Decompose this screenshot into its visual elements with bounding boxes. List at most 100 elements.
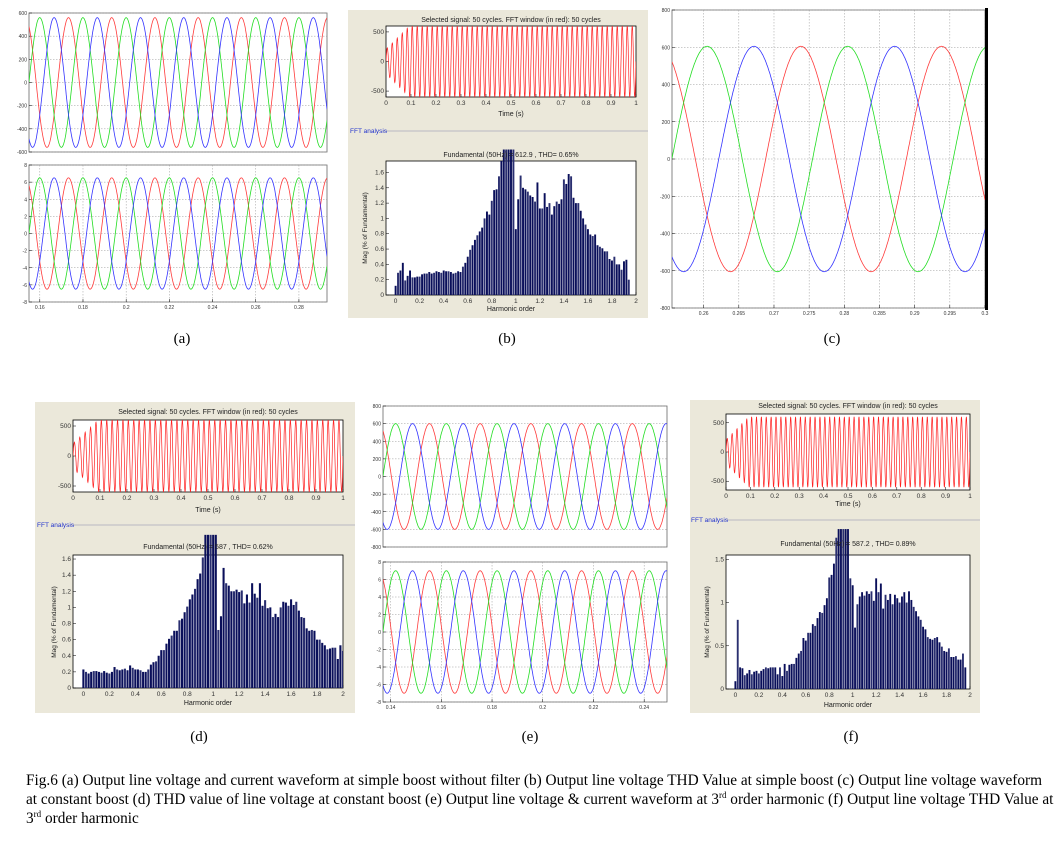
fft-bar [534,201,536,295]
fft-bar [898,602,901,689]
fft-bar [394,285,397,295]
y-tick-label: 1 [67,604,71,611]
x-tick-label: 0.24 [639,705,649,711]
y-tick-label: 800 [373,404,382,410]
e_voltage-chart: 800 600 400 200 0 -200 -400 -600 -800 [371,404,668,551]
fft-bar [828,577,831,689]
y-tick-label: -4 [23,266,28,272]
d-fft-title: Fundamental (50Hz) = 587 , THD= 0.62% [143,544,272,551]
fft-bar [943,650,946,689]
fft-bar [440,272,443,295]
fft-bar [931,639,934,689]
x-tick-label: 0.7 [257,495,266,502]
fft-bar [767,668,770,689]
b-signal-xlabel: Time (s) [498,111,523,118]
y-tick-label: 500 [373,29,384,36]
fft-bar [170,635,173,688]
y-tick-label: -800 [371,545,381,551]
fft-bar [903,592,906,689]
phase-b-line [29,177,327,290]
fft-bar [579,210,582,295]
fft-bar [290,599,293,688]
fft-bar [891,604,894,689]
fft-bar [323,645,326,688]
y-tick-label: 0 [380,59,384,66]
fft-bar [97,671,100,688]
phase-c-line [29,17,327,148]
fft-bar [397,272,399,295]
fft-bar [500,161,503,295]
fft-bar [548,203,551,295]
fft-bar [821,612,824,689]
fft-bar [461,266,464,295]
b-signal-title: Selected signal: 50 cycles. FFT window (… [421,17,601,24]
fft-bar [510,149,512,295]
signal-line [726,416,970,488]
e_current-marks [383,570,667,694]
x-tick-label: 0.24 [208,305,218,311]
y-tick-label: 500 [713,420,724,427]
y-tick-label: 1 [720,600,724,607]
fft-bar [411,277,414,295]
x-tick-label: 0.1 [746,493,755,500]
fft-bar [863,595,866,689]
y-tick-label: 0 [378,630,381,636]
x-tick-label: 1 [341,495,345,502]
fft-bar [570,176,573,295]
fft-bar [493,190,496,295]
fft-bar [139,670,142,688]
b-fft-title: Fundamental (50Hz) = 612.9 , THD= 0.65% [443,152,578,159]
fft-bar [256,597,259,688]
fft-bar [297,610,300,688]
phase-a-line [383,423,667,530]
panel-label-e: (e) [521,729,539,745]
fft-bar [287,605,290,688]
panel-label-a: (a) [173,331,191,347]
fft-bar [517,199,520,295]
fft-bar [769,667,772,689]
fft-bar [199,573,202,688]
fft-bar [755,670,758,689]
fft-bar [572,197,575,295]
c_voltage-chart: 800 600 400 200 0 -200 -400 -600 -800 0.26 0.265 0.… [660,8,989,317]
x-tick-label: 0.22 [589,705,599,711]
fft-bar [214,534,217,688]
fft-bar [173,630,176,688]
fft-bar [284,602,287,688]
fft-bar [611,260,613,295]
fft-bar [567,174,570,295]
x-tick-label: 0.4 [778,692,787,699]
fft-bar [464,262,467,295]
y-tick-label: 800 [662,8,671,14]
x-tick-label: 0.9 [606,100,615,107]
x-tick-label: 0.28 [839,311,849,317]
caption-part-3: order harmonic [41,810,139,827]
fft-bar [316,639,319,688]
y-tick-label: 200 [662,120,671,126]
fft-bar [589,234,592,295]
fft-bar [608,259,611,295]
fft-bar [399,270,402,295]
fft-bar [601,248,604,295]
y-tick-label: 0 [67,453,71,460]
fft-bar [538,208,541,295]
fft-bar [594,234,597,295]
phase-b-line [29,17,327,148]
fft-bar [861,592,864,689]
fft-bar [457,271,460,295]
fft-bar [776,674,779,689]
f-fft-title: Fundamental (50Hz) = 587.2 , THD= 0.89% [780,541,915,548]
fft-bar [116,669,119,688]
fft-bar [318,639,321,688]
fft-bar [303,617,306,688]
fft-bar [181,618,184,688]
fft-bar [926,637,929,689]
x-tick-label: 0.29 [910,311,920,317]
f_signal-marks [726,416,970,488]
y-tick-label: 0 [380,292,384,299]
fft-bar [248,602,251,688]
y-tick-label: -200 [660,194,670,200]
fft-bar [219,616,223,688]
